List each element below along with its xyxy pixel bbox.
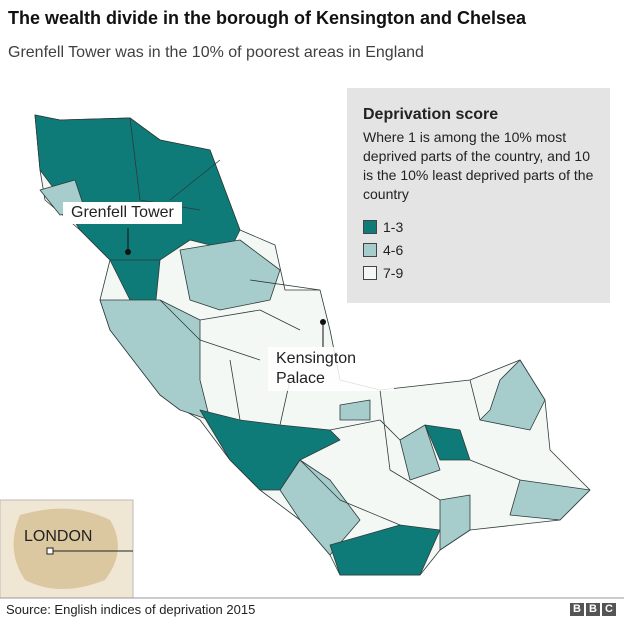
inset-label: LONDON (24, 528, 93, 545)
area-light (509, 479, 591, 521)
legend-swatch (363, 243, 377, 257)
legend: Deprivation score Where 1 is among the 1… (347, 88, 610, 303)
legend-title: Deprivation score (363, 106, 499, 123)
legend-swatch (363, 266, 377, 280)
ward-borders (110, 117, 521, 526)
legend-swatch (363, 220, 377, 234)
area-dark (199, 409, 341, 491)
legend-item: 4-6 (363, 242, 403, 258)
area-light (399, 424, 441, 481)
area-dark (329, 524, 441, 576)
logo-letter: B (586, 603, 600, 616)
legend-label: 7-9 (383, 265, 404, 281)
inset-marker (46, 547, 54, 555)
area-light (439, 494, 471, 551)
palace-label: Kensington Palace (268, 347, 394, 391)
legend-label: 1-3 (383, 219, 404, 235)
grenfell-label: Grenfell Tower (63, 202, 182, 224)
title: The wealth divide in the borough of Kens… (8, 8, 527, 28)
area-light (179, 239, 281, 311)
legend-label: 4-6 (383, 242, 404, 258)
logo-letter: B (570, 603, 584, 616)
logo-letter: C (602, 603, 616, 616)
area-light (339, 399, 371, 421)
legend-item: 7-9 (363, 265, 403, 281)
area-light (99, 299, 211, 421)
london-shape (13, 508, 118, 589)
legend-item: 1-3 (363, 219, 403, 235)
source: Source: English indices of deprivation 2… (6, 602, 256, 617)
subtitle: Grenfell Tower was in the 10% of poorest… (8, 44, 424, 61)
legend-description: Where 1 is among the 10% most deprived p… (363, 129, 594, 202)
